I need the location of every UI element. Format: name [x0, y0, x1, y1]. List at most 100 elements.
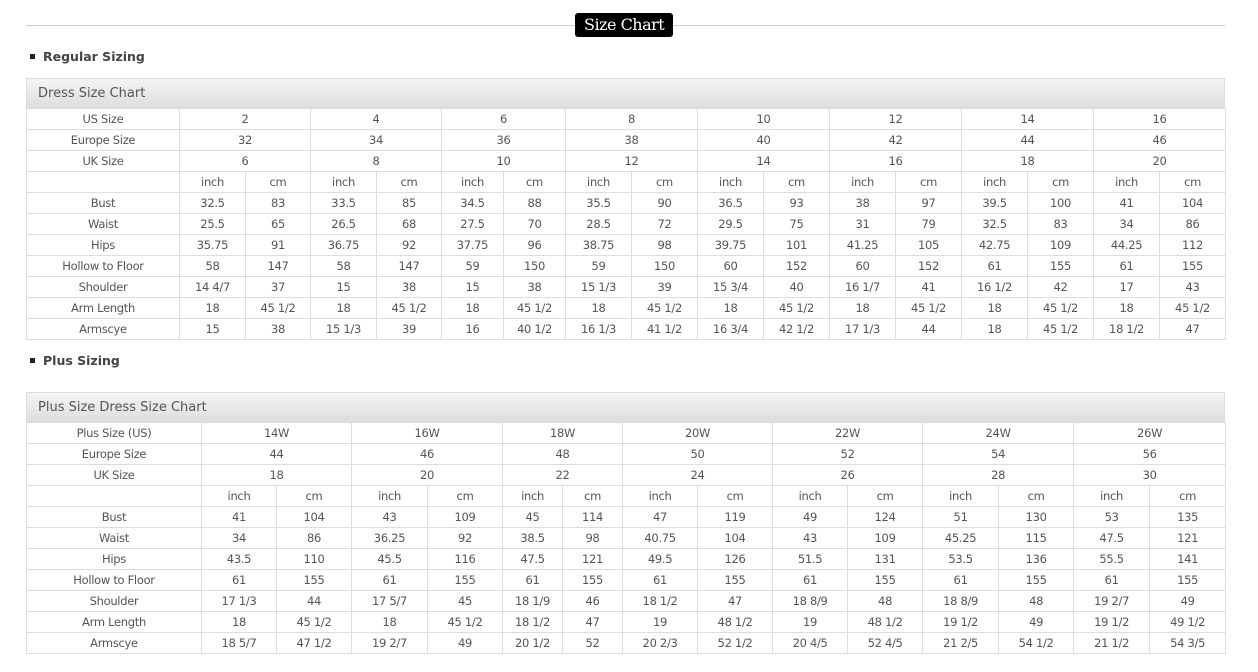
unit-header: cm: [245, 171, 311, 193]
bullet-icon: [30, 358, 35, 363]
measurement-cell: 18 8/9: [772, 590, 849, 612]
measurement-cell: 36.75: [310, 234, 377, 256]
measurement-cell: 92: [376, 234, 442, 256]
measurement-cell: 93: [762, 192, 831, 214]
unit-header: cm: [895, 171, 963, 193]
row-label: Armscye: [26, 318, 180, 340]
row-label: [26, 171, 180, 193]
chart-title: Dress Size Chart: [26, 78, 1225, 108]
unit-header: inch: [772, 485, 849, 507]
measurement-cell: 155: [562, 569, 624, 591]
measurement-cell: 152: [895, 255, 963, 277]
measurement-cell: 44.25: [1093, 234, 1161, 256]
measurement-cell: 155: [427, 569, 504, 591]
size-cell: 6: [179, 150, 311, 172]
size-cell: 26: [772, 464, 924, 486]
measurement-cell: 19 2/7: [1073, 590, 1151, 612]
measurement-cell: 43: [772, 527, 849, 549]
measurement-cell: 28.5: [565, 213, 632, 235]
measurement-cell: 47: [562, 611, 624, 633]
measurement-cell: 91: [245, 234, 311, 256]
size-cell: 10: [696, 108, 831, 130]
measurement-row: Shoulder 14 4/7 37 15 38 15 38 15 1/3 39 15 3/4 40…: [26, 276, 1227, 298]
measurement-cell: 18: [1093, 297, 1161, 319]
measurement-cell: 86: [1159, 213, 1227, 235]
measurement-row: Bust 41 104 43 109 45 114 47 119 49 124 51 130 53 135: [26, 506, 1227, 528]
size-cell: 2: [179, 108, 311, 130]
measurement-cell: 16 1/7: [829, 276, 897, 298]
measurement-cell: 79: [895, 213, 963, 235]
row-label: Europe Size: [26, 443, 202, 465]
measurement-cell: 45 1/2: [503, 297, 566, 319]
measurement-cell: 45 1/2: [427, 611, 504, 633]
measurement-cell: 20 1/2: [502, 632, 564, 654]
size-row: Plus Size (US) 14W 16W 18W 20W 22W 24W 26W: [26, 422, 1227, 444]
measurement-cell: 101: [762, 234, 831, 256]
measurement-cell: 155: [998, 569, 1075, 591]
measurement-cell: 109: [1027, 234, 1095, 256]
measurement-cell: 39: [376, 318, 442, 340]
unit-header: inch: [1073, 485, 1151, 507]
measurement-cell: 109: [847, 527, 924, 549]
measurement-cell: 52: [562, 632, 624, 654]
measurement-cell: 155: [1149, 569, 1227, 591]
unit-header: cm: [631, 171, 698, 193]
unit-header: inch: [310, 171, 377, 193]
measurement-cell: 41: [1093, 192, 1161, 214]
size-cell: 6: [441, 108, 566, 130]
measurement-cell: 47.5: [1073, 527, 1151, 549]
unit-header: cm: [503, 171, 566, 193]
size-cell: 16: [1093, 108, 1227, 130]
size-cell: 26W: [1073, 422, 1227, 444]
measurement-cell: 17 1/3: [201, 590, 277, 612]
size-cell: 4: [310, 108, 442, 130]
measurement-cell: 18: [697, 297, 764, 319]
measurement-row: Bust 32.5 83 33.5 85 34.5 88 35.5 90 36.5 93 38 97 39…: [26, 192, 1227, 214]
measurement-cell: 19 1/2: [1073, 611, 1151, 633]
size-cell: 30: [1073, 464, 1227, 486]
measurement-cell: 19 1/2: [922, 611, 1000, 633]
measurement-cell: 18 5/7: [201, 632, 277, 654]
measurement-cell: 97: [895, 192, 963, 214]
size-cell: 20: [1093, 150, 1227, 172]
measurement-cell: 49: [998, 611, 1075, 633]
measurement-cell: 16 1/2: [961, 276, 1029, 298]
measurement-cell: 32.5: [961, 213, 1029, 235]
measurement-cell: 61: [1093, 255, 1161, 277]
measurement-cell: 54 1/2: [998, 632, 1075, 654]
section-heading-text: Regular Sizing: [43, 49, 145, 64]
measurement-cell: 124: [847, 506, 924, 528]
size-cell: 52: [772, 443, 924, 465]
measurement-cell: 15: [441, 276, 504, 298]
measurement-cell: 18: [201, 611, 277, 633]
measurement-cell: 88: [503, 192, 566, 214]
measurement-cell: 49.5: [622, 548, 699, 570]
measurement-cell: 61: [351, 569, 429, 591]
measurement-cell: 48: [998, 590, 1075, 612]
measurement-cell: 18: [961, 318, 1029, 340]
unit-header: cm: [847, 485, 924, 507]
row-label: Arm Length: [26, 297, 180, 319]
measurement-cell: 155: [697, 569, 774, 591]
measurement-cell: 42 1/2: [762, 318, 831, 340]
measurement-cell: 38: [503, 276, 566, 298]
measurement-cell: 61: [1073, 569, 1151, 591]
measurement-cell: 31: [829, 213, 897, 235]
measurement-cell: 37: [245, 276, 311, 298]
plus-size-chart: Plus Size Dress Size Chart Plus Size (US…: [26, 392, 1227, 654]
measurement-row: Waist 34 86 36.25 92 38.5 98 40.75 104 43 109 45.25…: [26, 527, 1227, 549]
measurement-cell: 100: [1027, 192, 1095, 214]
measurement-cell: 40: [762, 276, 831, 298]
measurement-cell: 116: [427, 548, 504, 570]
row-label: Plus Size (US): [26, 422, 202, 444]
measurement-cell: 48 1/2: [697, 611, 774, 633]
size-cell: 22: [502, 464, 624, 486]
measurement-cell: 18 1/2: [502, 611, 564, 633]
measurement-cell: 105: [895, 234, 963, 256]
measurement-cell: 45 1/2: [376, 297, 442, 319]
measurement-cell: 51.5: [772, 548, 849, 570]
size-row: UK Size 18 20 22 24 26 28 30: [26, 464, 1227, 486]
measurement-cell: 72: [631, 213, 698, 235]
row-label: US Size: [26, 108, 180, 130]
measurement-cell: 48: [847, 590, 924, 612]
